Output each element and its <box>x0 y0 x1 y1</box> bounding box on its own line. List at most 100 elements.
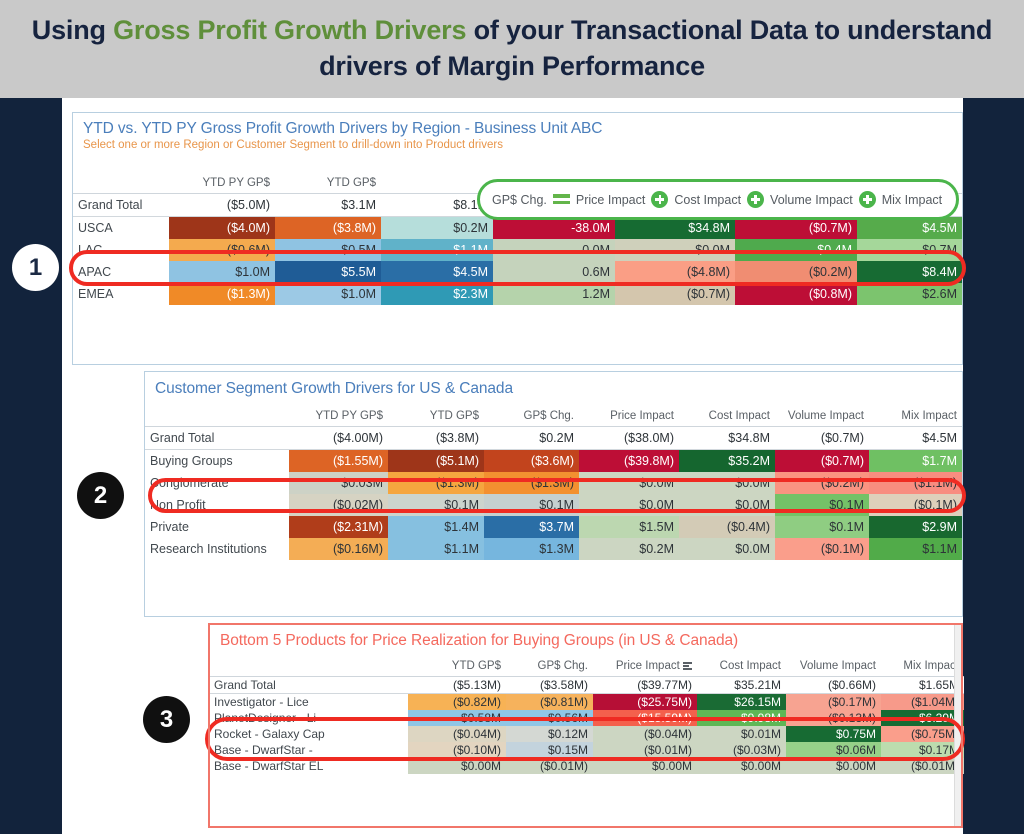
column-header-ytd-gp[interactable]: YTD GP$ <box>388 408 484 428</box>
column-header-row-label[interactable] <box>145 408 289 428</box>
table-cell[interactable]: ($0.17M) <box>786 693 881 710</box>
table-cell[interactable]: $0.0M <box>679 538 775 561</box>
table-cell[interactable]: ($1.3M) <box>169 283 275 305</box>
row-label[interactable]: Rocket - Galaxy Cap <box>209 726 408 742</box>
table-cell[interactable]: ($39.8M) <box>579 449 679 473</box>
row-label[interactable]: Private <box>145 516 289 539</box>
table-cell[interactable]: ($5.0M) <box>169 193 275 217</box>
table-cell[interactable]: $9.98M <box>697 710 786 726</box>
table-cell[interactable]: ($0.04M) <box>593 726 697 742</box>
table-cell[interactable]: $1.65M <box>881 676 964 694</box>
table-cell[interactable]: $0.00M <box>593 758 697 774</box>
table-cell[interactable]: ($25.75M) <box>593 693 697 710</box>
table-cell[interactable]: ($0.6M) <box>169 239 275 261</box>
customer-segment-table[interactable]: YTD PY GP$ YTD GP$ GP$ Chg. Price Impact Cos… <box>145 408 962 561</box>
row-label[interactable]: Base - DwarfStar EL <box>209 758 408 774</box>
table-cell[interactable]: ($0.01M) <box>506 758 593 774</box>
table-cell[interactable]: ($3.58M) <box>506 676 593 694</box>
table-cell[interactable]: $0.56M <box>506 710 593 726</box>
table-cell[interactable]: ($1.04M) <box>881 693 964 710</box>
column-header-price-impact[interactable]: Price Impact <box>579 408 679 428</box>
table-cell[interactable]: $0.06M <box>786 742 881 758</box>
table-cell[interactable]: ($0.66M) <box>786 676 881 694</box>
column-header-ytd-gp[interactable]: YTD GP$ <box>408 658 506 677</box>
table-row[interactable]: Research Institutions ($0.16M) $1.1M $1.3M $… <box>145 538 962 561</box>
row-label[interactable]: Conglomerate <box>145 472 289 495</box>
table-cell[interactable]: 0.6M <box>493 261 615 283</box>
table-cell[interactable]: $2.3M <box>381 283 493 305</box>
table-cell[interactable]: $1.5M <box>579 516 679 539</box>
table-cell[interactable]: $0.15M <box>506 742 593 758</box>
table-cell[interactable]: $0.03M <box>289 472 388 495</box>
column-header-ytd-py-gp[interactable]: YTD PY GP$ <box>289 408 388 428</box>
row-label[interactable]: Base - DwarfStar - <box>209 742 408 758</box>
table-cell[interactable]: ($0.4M) <box>679 516 775 539</box>
row-label[interactable]: PlanetDesigner - Li <box>209 710 408 726</box>
table-cell[interactable]: ($0.7M) <box>775 426 869 451</box>
vertical-scrollbar[interactable] <box>954 624 962 827</box>
table-cell[interactable]: ($1.3M) <box>484 472 579 495</box>
table-row[interactable]: Conglomerate $0.03M ($1.3M) ($1.3M) $0.0M $0.… <box>145 472 962 495</box>
column-header-gp-chg[interactable]: GP$ Chg. <box>506 658 593 677</box>
table-cell[interactable]: ($0.1M) <box>775 538 869 561</box>
table-cell[interactable]: ($3.6M) <box>484 449 579 473</box>
table-cell[interactable]: ($3.8M) <box>275 216 381 239</box>
table-cell[interactable]: $35.21M <box>697 676 786 694</box>
table-cell[interactable]: $4.5M <box>869 426 962 451</box>
table-cell[interactable]: ($0.10M) <box>408 742 506 758</box>
table-cell[interactable]: $0.0M <box>679 494 775 517</box>
table-cell[interactable]: 1.2M <box>493 283 615 305</box>
table-cell[interactable]: ($0.13M) <box>786 710 881 726</box>
table-cell[interactable]: $2.6M <box>857 283 962 305</box>
table-cell[interactable]: $0.1M <box>484 494 579 517</box>
row-label[interactable]: Non Profit <box>145 494 289 517</box>
column-header-ytd-py-gp[interactable]: YTD PY GP$ <box>169 175 275 194</box>
table-cell[interactable]: $1.7M <box>869 449 962 473</box>
table-row[interactable]: Private ($2.31M) $1.4M $3.7M $1.5M ($0.4M) $0.… <box>145 516 962 539</box>
table-cell[interactable]: $0.1M <box>775 516 869 539</box>
table-cell[interactable]: ($3.8M) <box>388 426 484 451</box>
table-cell[interactable]: $1.1M <box>388 538 484 561</box>
table-cell[interactable]: $0.2M <box>381 216 493 239</box>
table-cell[interactable]: ($38.0M) <box>579 426 679 451</box>
table-cell[interactable]: $0.5M <box>275 239 381 261</box>
table-cell[interactable]: ($0.02M) <box>289 494 388 517</box>
table-cell[interactable]: ($0.8M) <box>735 283 857 305</box>
table-cell[interactable]: $0.00M <box>786 758 881 774</box>
table-cell[interactable]: $5.5M <box>275 261 381 283</box>
table-cell[interactable]: ($4.8M) <box>615 261 735 283</box>
sort-icon[interactable] <box>683 661 692 670</box>
table-cell[interactable]: ($1.1M) <box>869 472 962 495</box>
table-cell[interactable]: $0.1M <box>388 494 484 517</box>
table-cell[interactable]: $0.4M <box>735 239 857 261</box>
table-cell[interactable]: ($4.0M) <box>169 216 275 239</box>
table-cell[interactable]: $0.75M <box>786 726 881 742</box>
table-cell[interactable]: -38.0M <box>493 216 615 239</box>
table-cell[interactable]: ($5.13M) <box>408 676 506 694</box>
table-row[interactable]: Grand Total ($5.13M) ($3.58M) ($39.77M) $35.… <box>209 676 964 694</box>
table-cell[interactable]: $8.4M <box>857 261 962 283</box>
column-header-mix-impact[interactable]: Mix Impact <box>869 408 962 428</box>
table-cell[interactable]: ($0.2M) <box>735 261 857 283</box>
table-row[interactable]: EMEA ($1.3M) $1.0M $2.3M 1.2M ($0.7M) ($0.8M) $… <box>73 283 962 305</box>
table-cell[interactable]: $1.3M <box>484 538 579 561</box>
table-cell[interactable]: ($0.7M) <box>775 449 869 473</box>
row-label[interactable]: APAC <box>73 261 169 283</box>
table-cell[interactable]: ($0.75M) <box>881 726 964 742</box>
table-cell[interactable]: $1.1M <box>381 239 493 261</box>
table-cell[interactable]: ($0.7M) <box>735 216 857 239</box>
table-cell[interactable]: $0.01M <box>697 726 786 742</box>
table-cell[interactable]: $35.2M <box>679 449 775 473</box>
table-row[interactable]: Buying Groups ($1.55M) ($5.1M) ($3.6M) ($39.… <box>145 449 962 473</box>
column-header-mix-impact[interactable]: Mix Impact <box>881 658 964 677</box>
table-cell[interactable]: ($39.77M) <box>593 676 697 694</box>
column-header-row-label[interactable] <box>73 175 169 194</box>
table-cell[interactable]: ($0.04M) <box>408 726 506 742</box>
table-row[interactable]: USCA ($4.0M) ($3.8M) $0.2M -38.0M $34.8M ($0.7… <box>73 216 962 239</box>
table-row[interactable]: Grand Total ($4.00M) ($3.8M) $0.2M ($38.0M) $… <box>145 426 962 451</box>
table-row[interactable]: Base - DwarfStar EL $0.00M ($0.01M) $0.00M $… <box>209 758 964 774</box>
table-cell[interactable]: $1.1M <box>869 538 962 561</box>
bottom5-products-table[interactable]: YTD GP$ GP$ Chg. Price Impact Cost Impact V… <box>209 658 964 774</box>
table-cell[interactable]: ($1.3M) <box>388 472 484 495</box>
table-cell[interactable]: ($0.81M) <box>506 693 593 710</box>
